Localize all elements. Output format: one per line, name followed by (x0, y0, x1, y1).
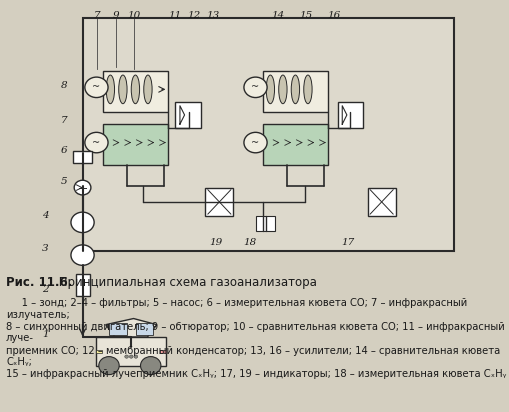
Text: 7: 7 (94, 11, 101, 20)
Text: 1 – зонд; 2–4 – фильтры; 5 – насос; 6 – измерительная кювета СО; 7 – инфракрасны: 1 – зонд; 2–4 – фильтры; 5 – насос; 6 – … (6, 298, 467, 320)
Text: ~: ~ (93, 82, 100, 92)
Text: 14: 14 (272, 11, 285, 20)
Circle shape (74, 180, 91, 195)
Bar (257, 216, 275, 231)
Text: 8 – синхронный двигатель; 9 – обтюратор; 10 – сравнительная кювета СО; 11 – инфр: 8 – синхронный двигатель; 9 – обтюратор;… (6, 322, 505, 344)
Bar (109, 323, 127, 335)
Circle shape (244, 77, 267, 98)
Text: 11: 11 (168, 11, 182, 20)
Bar (97, 350, 102, 353)
Ellipse shape (266, 75, 274, 104)
Bar (103, 124, 168, 165)
Circle shape (71, 245, 94, 265)
Bar (160, 350, 166, 353)
Text: 2: 2 (42, 286, 49, 295)
Text: 7: 7 (61, 115, 67, 124)
Circle shape (129, 355, 133, 358)
Text: 6: 6 (61, 146, 67, 155)
Circle shape (85, 132, 108, 153)
Text: 9: 9 (112, 11, 119, 20)
Circle shape (125, 355, 128, 358)
Bar (175, 102, 201, 128)
Text: 19: 19 (209, 238, 222, 247)
Polygon shape (106, 318, 157, 337)
Circle shape (71, 212, 94, 233)
Ellipse shape (304, 75, 312, 104)
Bar (73, 151, 92, 163)
Text: ~: ~ (93, 138, 100, 147)
Bar (82, 18, 454, 251)
Text: ~: ~ (251, 138, 260, 147)
Ellipse shape (119, 75, 127, 104)
Text: 3: 3 (42, 244, 49, 253)
Ellipse shape (144, 75, 152, 104)
Circle shape (85, 77, 108, 98)
Text: 15: 15 (299, 11, 313, 20)
Bar (76, 274, 90, 296)
Text: 8: 8 (61, 81, 67, 90)
Ellipse shape (291, 75, 300, 104)
Bar (264, 124, 328, 165)
Text: 4: 4 (42, 211, 49, 220)
Text: приемник СО; 12 – мембранный конденсатор; 13, 16 – усилители; 14 – сравнительная: приемник СО; 12 – мембранный конденсатор… (6, 346, 500, 367)
Circle shape (140, 357, 161, 375)
Bar (368, 187, 395, 216)
Text: 15 – инфракрасный лучеприемник СₓHᵧ; 17, 19 – индикаторы; 18 – измерительная кюв: 15 – инфракрасный лучеприемник СₓHᵧ; 17,… (6, 369, 506, 379)
Text: 16: 16 (327, 11, 341, 20)
Circle shape (99, 357, 119, 375)
Text: 1: 1 (42, 330, 49, 339)
Bar (136, 323, 154, 335)
Bar (97, 337, 166, 365)
Ellipse shape (106, 75, 115, 104)
Text: Принципиальная схема газоанализатора: Принципиальная схема газоанализатора (55, 276, 317, 288)
Ellipse shape (279, 75, 287, 104)
Circle shape (134, 355, 138, 358)
Text: ~: ~ (251, 82, 260, 92)
Bar (337, 102, 363, 128)
Bar (264, 71, 328, 112)
Bar (103, 71, 168, 112)
Circle shape (244, 132, 267, 153)
Text: 18: 18 (243, 238, 256, 247)
Text: 12: 12 (187, 11, 201, 20)
Text: Рис. 11.6.: Рис. 11.6. (6, 276, 72, 288)
Bar (206, 187, 233, 216)
Text: 5: 5 (61, 177, 67, 186)
Text: 10: 10 (127, 11, 140, 20)
Text: 13: 13 (207, 11, 220, 20)
Ellipse shape (131, 75, 139, 104)
Text: 17: 17 (342, 238, 355, 247)
